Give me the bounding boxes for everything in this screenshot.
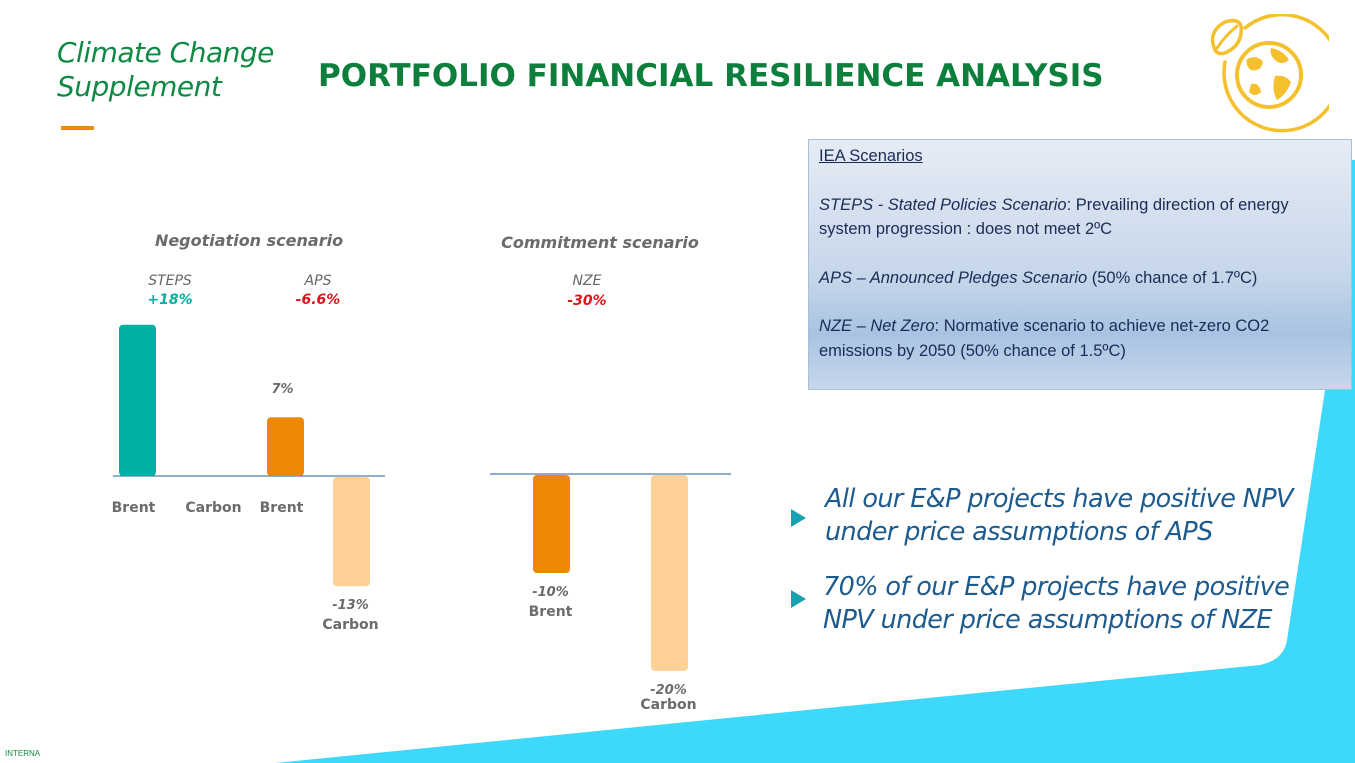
commitment-scenario-bar-nze-brent-value-label: -10% [532, 585, 569, 600]
negotiation-scenario-bar-aps-carbon [333, 477, 370, 587]
bullet-nze-line2: NPV under price assumptions of NZE [823, 605, 1273, 635]
negotiation-scenario-bar-steps-carbon-category: Carbon [185, 500, 241, 516]
commitment-scenario-bar-nze-carbon-value-label: -20% [650, 683, 687, 698]
footer-classification: INTERNA [5, 749, 41, 758]
negotiation-scenario-bar-aps-carbon-value-label: -13% [332, 598, 369, 613]
negotiation-scenario-title: Negotiation scenario [155, 231, 343, 250]
steps-name: STEPS - Stated Policies Scenario [819, 195, 1067, 214]
steps-description: : Prevailing direction of energy system … [819, 195, 1289, 239]
accent-underline [61, 126, 94, 130]
negotiation-scenario-bar-aps-brent [267, 417, 304, 476]
negotiation-scenario-group-aps-label: APS [304, 273, 332, 289]
commitment-scenario-group-nze-value: -30% [567, 293, 606, 309]
commitment-scenario-group-nze-label: NZE [573, 273, 602, 289]
supplement-title-line2: Supplement [57, 70, 222, 103]
negotiation-scenario-bar-aps-brent-category: Brent [260, 500, 304, 516]
commitment-scenario-title: Commitment scenario [501, 233, 699, 252]
negotiation-scenario-bar-steps-brent [119, 324, 156, 476]
commitment-scenario-bar-nze-brent-category: Brent [529, 604, 573, 620]
nze-description: : Normative scenario to achieve net-zero… [819, 317, 1270, 360]
supplement-title-line1: Climate Change [57, 36, 274, 69]
aps-definition: APS – Announced Pledges Scenario (50% ch… [819, 266, 1341, 291]
page-title: PORTFOLIO FINANCIAL RESILIENCE ANALYSIS [318, 58, 1104, 94]
commitment-scenario-bar-nze-carbon [651, 475, 688, 671]
bullet-arrow-icon [791, 590, 806, 608]
bullet-nze-line1: 70% of our E&P projects have positive [823, 572, 1290, 602]
globe-leaf-icon [1210, 14, 1329, 133]
bullet-aps: All our E&P projects have positive NPV u… [825, 483, 1294, 549]
negotiation-scenario-group-aps-value: -6.6% [296, 292, 341, 308]
bullet-nze: 70% of our E&P projects have positive NP… [823, 571, 1290, 637]
aps-description: (50% chance of 1.7ºC) [1087, 268, 1258, 287]
commitment-scenario-bar-nze-brent [533, 475, 570, 573]
negotiation-scenario-bar-steps-brent-category: Brent [112, 500, 156, 516]
bullet-aps-line2: under price assumptions of APS [825, 517, 1213, 547]
bullet-arrow-icon [791, 509, 806, 527]
iea-scenarios-box: IEA Scenarios STEPS - Stated Policies Sc… [808, 139, 1352, 390]
steps-definition: STEPS - Stated Policies Scenario: Prevai… [819, 193, 1341, 242]
negotiation-scenario-group-steps-label: STEPS [148, 273, 192, 289]
negotiation-scenario-bar-aps-carbon-category: Carbon [322, 617, 378, 633]
aps-name: APS – Announced Pledges Scenario [819, 268, 1088, 287]
bullet-aps-line1: All our E&P projects have positive NPV [825, 484, 1294, 514]
supplement-title: Climate Change Supplement [57, 36, 274, 104]
nze-definition: NZE – Net Zero: Normative scenario to ac… [819, 314, 1341, 363]
commitment-scenario-bar-nze-carbon-category: Carbon [640, 697, 696, 713]
nze-name: NZE – Net Zero [819, 317, 935, 335]
negotiation-scenario-group-steps-value: +18% [147, 292, 192, 308]
negotiation-scenario-bar-aps-brent-value-label: 7% [271, 382, 293, 397]
iea-scenarios-heading: IEA Scenarios [819, 147, 923, 165]
